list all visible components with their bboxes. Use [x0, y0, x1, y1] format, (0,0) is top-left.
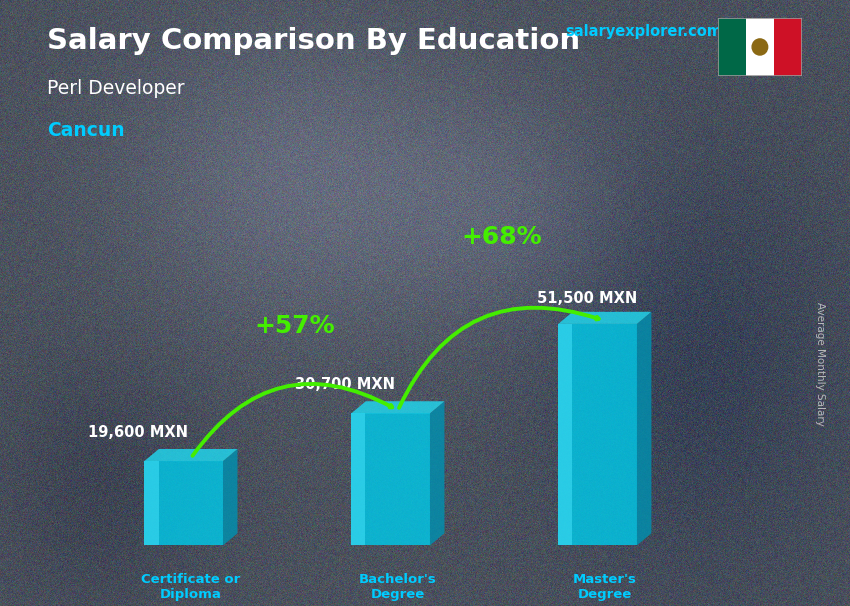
FancyArrowPatch shape	[399, 308, 598, 408]
Text: Salary Comparison By Education: Salary Comparison By Education	[47, 27, 580, 55]
Polygon shape	[144, 461, 223, 545]
Polygon shape	[430, 401, 445, 545]
Text: Certificate or
Diploma: Certificate or Diploma	[141, 573, 241, 601]
FancyArrowPatch shape	[192, 384, 392, 456]
Text: salaryexplorer.com: salaryexplorer.com	[565, 24, 722, 39]
Text: 51,500 MXN: 51,500 MXN	[537, 291, 638, 306]
Polygon shape	[558, 324, 572, 545]
Bar	[774, 18, 802, 76]
Polygon shape	[558, 312, 651, 324]
Bar	[746, 18, 774, 76]
Text: +68%: +68%	[461, 225, 541, 249]
Text: +57%: +57%	[254, 315, 335, 338]
Text: Average Monthly Salary: Average Monthly Salary	[815, 302, 825, 425]
Polygon shape	[637, 312, 651, 545]
Circle shape	[752, 39, 768, 55]
Text: 19,600 MXN: 19,600 MXN	[88, 425, 188, 440]
Polygon shape	[223, 449, 237, 545]
Bar	[718, 18, 746, 76]
Text: 30,700 MXN: 30,700 MXN	[295, 377, 395, 392]
Polygon shape	[351, 401, 445, 413]
Polygon shape	[351, 413, 365, 545]
Polygon shape	[558, 324, 637, 545]
Polygon shape	[351, 413, 430, 545]
Text: Bachelor's
Degree: Bachelor's Degree	[359, 573, 437, 601]
Polygon shape	[144, 461, 158, 545]
Text: Perl Developer: Perl Developer	[47, 79, 184, 98]
Text: Master's
Degree: Master's Degree	[573, 573, 637, 601]
Polygon shape	[144, 449, 237, 461]
Text: Cancun: Cancun	[47, 121, 124, 140]
